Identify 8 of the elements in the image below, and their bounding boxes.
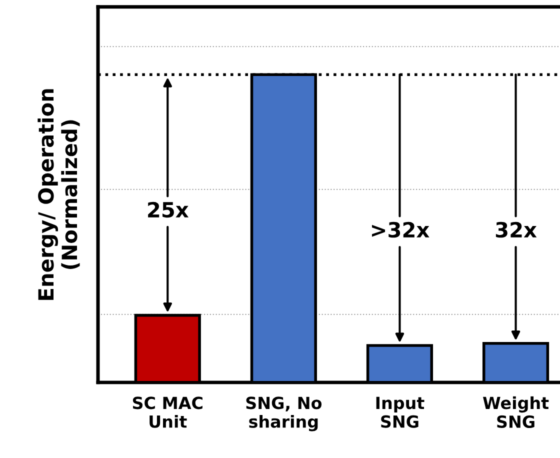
- x-tick-label: Weight SNG: [482, 396, 549, 428]
- x-tick-label: Input SNG: [376, 396, 424, 428]
- x-tick-label: SC MAC Unit: [132, 396, 202, 428]
- x-tick-label: SNG, No sharing: [246, 396, 322, 432]
- annotation: 32x: [496, 222, 537, 238]
- annotation: >32x: [372, 222, 430, 238]
- annotation: 25x: [148, 202, 189, 218]
- y-axis-title: Energy/ Operation (Normalized): [38, 89, 80, 300]
